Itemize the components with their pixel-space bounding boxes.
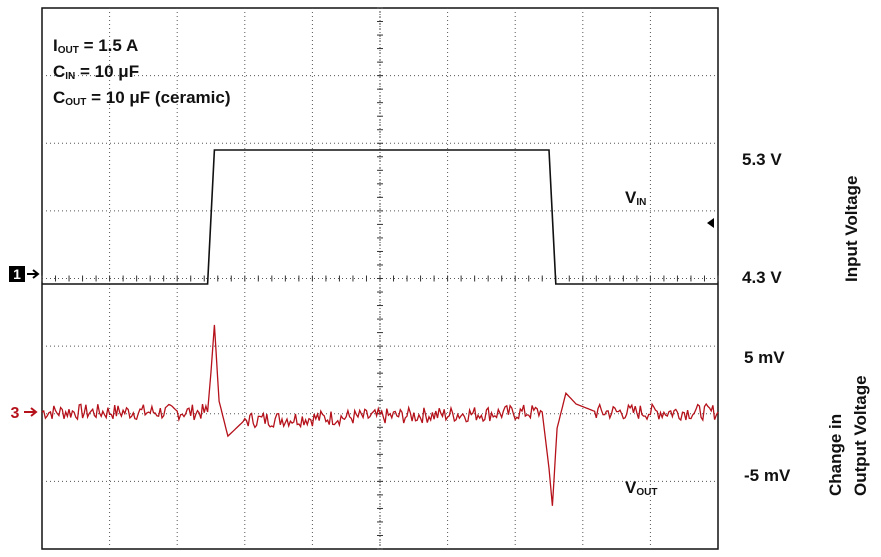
vout-trace: [41, 324, 719, 506]
cin-annotation: CIN = 10 μF: [53, 62, 140, 82]
cout-annotation: COUT = 10 μF (ceramic): [53, 88, 231, 108]
vin-high-label: 5.3 V: [742, 150, 782, 169]
output-axis-title-line1: Change in: [826, 413, 845, 496]
vin-trace-label: VIN: [625, 188, 647, 208]
output-axis-title-line2: Output Voltage: [851, 375, 870, 496]
channel-3-arrow: [24, 407, 38, 417]
channel-3-label: 3: [11, 405, 20, 422]
vin-trace: [42, 149, 718, 285]
channel-1-arrow: [27, 269, 40, 279]
trigger-level-marker: [707, 218, 714, 228]
vout-trace-label: VOUT: [625, 478, 658, 498]
vout-low-label: -5 mV: [744, 466, 791, 485]
input-voltage-axis-title: Input Voltage: [842, 175, 861, 282]
channel-1-label: 1: [13, 266, 21, 282]
vout-high-label: 5 mV: [744, 348, 785, 367]
channel-1-marker: [9, 266, 25, 282]
iout-annotation: IOUT = 1.5 A: [53, 36, 139, 56]
vin-low-label: 4.3 V: [742, 268, 782, 287]
